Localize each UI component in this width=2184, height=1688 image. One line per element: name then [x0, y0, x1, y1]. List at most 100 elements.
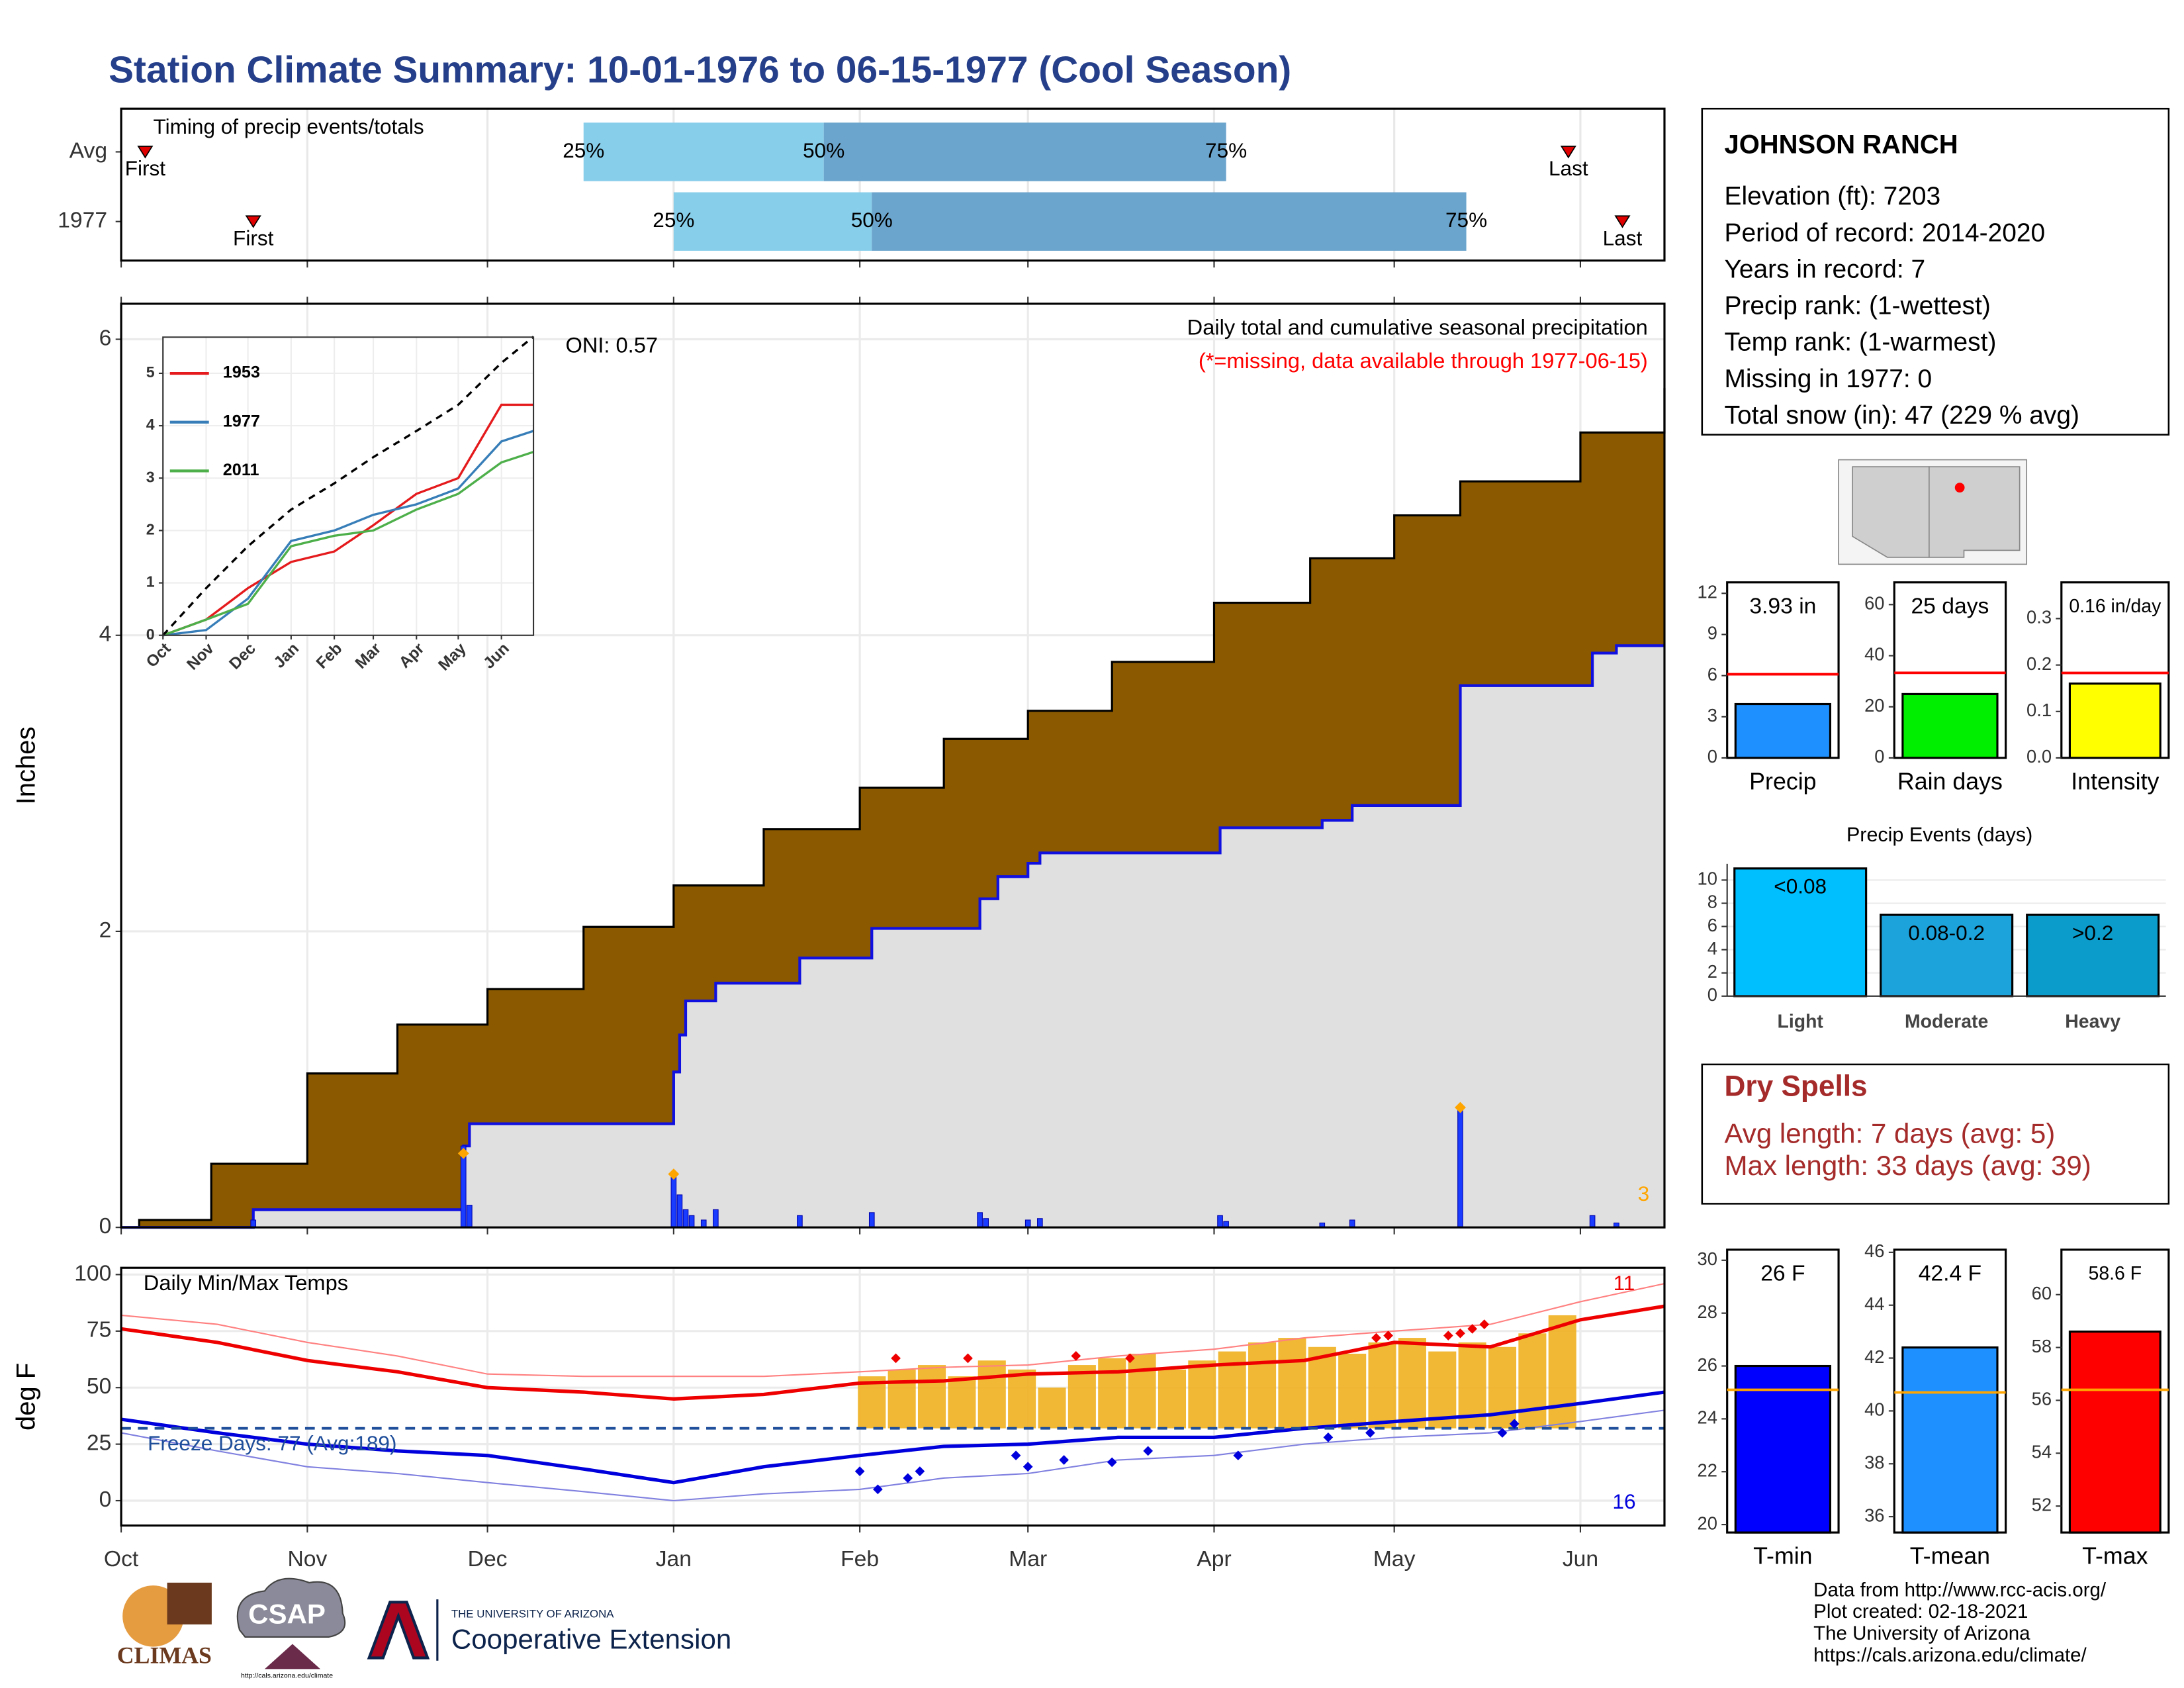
y-tick-label: 26	[1698, 1354, 1717, 1375]
y-tick-label: 4	[99, 622, 112, 647]
timing-bar	[823, 122, 1226, 181]
percent-label: 50%	[803, 138, 844, 162]
y-tick-label: 44	[1864, 1293, 1884, 1314]
anomaly-bar	[978, 1360, 1006, 1429]
anomaly-bar	[1278, 1338, 1306, 1429]
record-marker	[1371, 1333, 1381, 1343]
bar	[2068, 1331, 2161, 1534]
y-tick-label: 46	[1864, 1241, 1884, 1261]
daily-bar	[1024, 1219, 1031, 1228]
station-line: Elevation (ft): 7203	[1724, 182, 1940, 211]
marker-label: Last	[1603, 226, 1643, 250]
y-tick-label: 52	[2032, 1494, 2052, 1515]
daily-bar	[713, 1209, 719, 1228]
daily-bar	[868, 1212, 875, 1228]
record-marker	[1023, 1462, 1033, 1472]
anomaly-bar	[1188, 1360, 1216, 1429]
count-label: 3	[1638, 1182, 1650, 1205]
x-tick-label: Jan	[656, 1547, 692, 1571]
dry-spell-line: Max length: 33 days (avg: 39)	[1724, 1150, 2091, 1181]
x-tick-label: Oct	[104, 1547, 139, 1571]
anomaly-bar	[1098, 1358, 1126, 1429]
x-tick-label: Feb	[841, 1547, 879, 1571]
series-line	[162, 451, 534, 637]
y-tick-label: 12	[1698, 582, 1717, 602]
station-line: Period of record: 2014-2020	[1724, 218, 2045, 247]
freeze-label: Freeze Days: 77 (Avg:189)	[148, 1431, 396, 1455]
category-label: T-max	[2082, 1542, 2148, 1569]
station-line: Total snow (in): 47 (229 % avg)	[1724, 401, 2079, 430]
bar	[1734, 1364, 1832, 1534]
series-line	[163, 430, 534, 637]
percent-label: 50%	[851, 208, 893, 232]
y-tick-label: 60	[2032, 1283, 2052, 1303]
daily-bar	[1589, 1215, 1596, 1228]
y-tick-label: 4	[146, 416, 155, 433]
oni-label: ONI: 0.57	[565, 333, 658, 357]
x-tick-label: Jun	[1563, 1547, 1598, 1571]
credit-line: Data from http://www.rcc-acis.org/	[1813, 1579, 2107, 1601]
y-tick-label: 6	[1707, 664, 1717, 684]
bar	[1901, 1346, 1999, 1534]
record-marker	[903, 1473, 913, 1483]
snow-marker	[1455, 1102, 1466, 1113]
y-tick-label: 3	[146, 468, 155, 485]
y-tick-label: 38	[1864, 1452, 1884, 1472]
legend-label: 1953	[223, 363, 260, 382]
record-marker	[1071, 1351, 1081, 1361]
y-tick-label: 0.0	[2026, 746, 2052, 767]
chart-title: Daily Min/Max Temps	[144, 1270, 348, 1295]
timing-marker	[1614, 215, 1631, 228]
low-count: 16	[1612, 1489, 1635, 1513]
marker-label: Last	[1549, 156, 1588, 180]
daily-bar	[983, 1218, 989, 1228]
anomaly-bar	[1158, 1369, 1187, 1429]
x-tick-label: Nov	[287, 1547, 327, 1571]
snow-marker	[457, 1147, 469, 1159]
x-tick-label: May	[1373, 1547, 1416, 1571]
current-line	[121, 644, 1664, 1229]
value-label: 26 F	[1760, 1262, 1805, 1286]
x-tick-label: Heavy	[2065, 1011, 2120, 1032]
frame	[120, 107, 1666, 262]
y-tick-label: 0.1	[2026, 700, 2052, 720]
y-tick-label: 22	[1698, 1460, 1717, 1480]
percent-label: 25%	[653, 208, 694, 232]
climas-logo: CLIMAS	[117, 1642, 212, 1669]
csap-url: http://cals.arizona.edu/climate	[241, 1672, 333, 1680]
y-tick-label: 75	[87, 1318, 111, 1342]
extension-label: Cooperative Extension	[451, 1623, 731, 1654]
y-tick-label: 28	[1698, 1301, 1717, 1322]
temp-line	[121, 1283, 1665, 1378]
frame	[162, 336, 535, 636]
category-label: Rain days	[1897, 768, 2003, 794]
daily-bar	[700, 1219, 707, 1228]
y-tick-label: 0	[99, 1487, 112, 1512]
x-tick-label: Mar	[1009, 1547, 1047, 1571]
timing-bar	[673, 192, 872, 251]
credit-line: https://cals.arizona.edu/climate/	[1813, 1644, 2087, 1666]
y-tick-label: 40	[1864, 1399, 1884, 1420]
x-tick-label: Light	[1777, 1011, 1823, 1032]
locator-map	[1838, 459, 2028, 565]
value-label: 58.6 F	[2089, 1263, 2142, 1284]
station-line: Temp rank: (1-warmest)	[1724, 328, 1996, 357]
x-tick-label: Dec	[468, 1547, 508, 1571]
daily-bar	[688, 1215, 695, 1228]
frame	[120, 1266, 1666, 1527]
y-tick-label: 100	[74, 1261, 111, 1286]
record-marker	[1467, 1324, 1478, 1334]
y-tick-label: 0.3	[2026, 607, 2052, 628]
station-box	[1701, 107, 2170, 436]
timing-marker	[137, 146, 154, 159]
category-label: Precip	[1749, 768, 1816, 794]
record-marker	[1455, 1328, 1465, 1338]
category-label: T-min	[1753, 1542, 1812, 1569]
percent-label: 75%	[1445, 208, 1487, 232]
y-tick-label: 60	[1864, 593, 1884, 614]
high-count: 11	[1614, 1271, 1635, 1295]
chart-title: Daily total and cumulative seasonal prec…	[1187, 314, 1648, 339]
y-tick-label: 0	[146, 626, 155, 643]
legend-label: 1977	[223, 412, 260, 430]
